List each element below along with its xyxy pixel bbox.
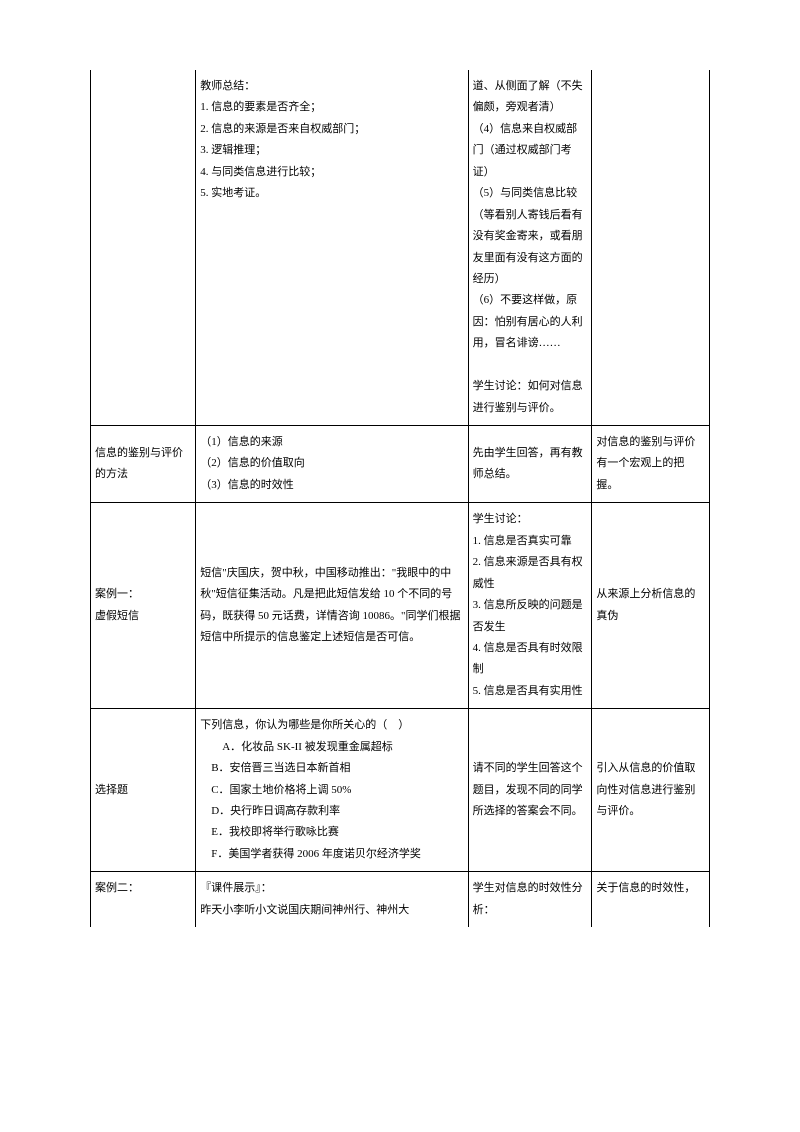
row1-col3: 道、从侧面了解（不失偏颇，旁观者清）（4）信息来自权威部门（通过权威部门考证）（… — [468, 70, 592, 426]
row1-col1 — [91, 70, 196, 426]
row5-col4: 关于信息的时效性， — [592, 872, 710, 927]
row2-col1: 信息的鉴别与评价的方法 — [91, 426, 196, 503]
row5-col3: 学生对信息的时效性分析： — [468, 872, 592, 927]
lesson-plan-table: 教师总结：1. 信息的要素是否齐全；2. 信息的来源是否来自权威部门；3. 逻辑… — [90, 70, 710, 927]
row4-col1: 选择题 — [91, 709, 196, 872]
row5-col1: 案例二： — [91, 872, 196, 927]
row3-col2: 短信"庆国庆，贺中秋，中国移动推出："我眼中的中秋"短信征集活动。凡是把此短信发… — [196, 503, 468, 709]
row2-col4: 对信息的鉴别与评价有一个宏观上的把握。 — [592, 426, 710, 503]
table-row: 选择题 下列信息，你认为哪些是你所关心的（ ） A．化妆品 SK-II 被发现重… — [91, 709, 710, 872]
row5-col2: 『课件展示』：昨天小李听小文说国庆期间神州行、神州大 — [196, 872, 468, 927]
table-row: 教师总结：1. 信息的要素是否齐全；2. 信息的来源是否来自权威部门；3. 逻辑… — [91, 70, 710, 426]
row3-col4: 从来源上分析信息的真伪 — [592, 503, 710, 709]
row4-col3: 请不同的学生回答这个题目，发现不同的同学所选择的答案会不同。 — [468, 709, 592, 872]
table-row: 信息的鉴别与评价的方法 （1）信息的来源（2）信息的价值取向（3）信息的时效性 … — [91, 426, 710, 503]
lesson-plan-page: 教师总结：1. 信息的要素是否齐全；2. 信息的来源是否来自权威部门；3. 逻辑… — [0, 0, 800, 977]
row2-col2: （1）信息的来源（2）信息的价值取向（3）信息的时效性 — [196, 426, 468, 503]
table-row: 案例一：虚假短信 短信"庆国庆，贺中秋，中国移动推出："我眼中的中秋"短信征集活… — [91, 503, 710, 709]
row1-col4 — [592, 70, 710, 426]
row2-col3: 先由学生回答，再有教师总结。 — [468, 426, 592, 503]
row3-col1: 案例一：虚假短信 — [91, 503, 196, 709]
row4-col2: 下列信息，你认为哪些是你所关心的（ ） A．化妆品 SK-II 被发现重金属超标… — [196, 709, 468, 872]
table-row: 案例二： 『课件展示』：昨天小李听小文说国庆期间神州行、神州大 学生对信息的时效… — [91, 872, 710, 927]
row3-col3: 学生讨论：1. 信息是否真实可靠2. 信息来源是否具有权威性3. 信息所反映的问… — [468, 503, 592, 709]
row4-col4: 引入从信息的价值取向性对信息进行鉴别与评价。 — [592, 709, 710, 872]
row1-col2: 教师总结：1. 信息的要素是否齐全；2. 信息的来源是否来自权威部门；3. 逻辑… — [196, 70, 468, 426]
